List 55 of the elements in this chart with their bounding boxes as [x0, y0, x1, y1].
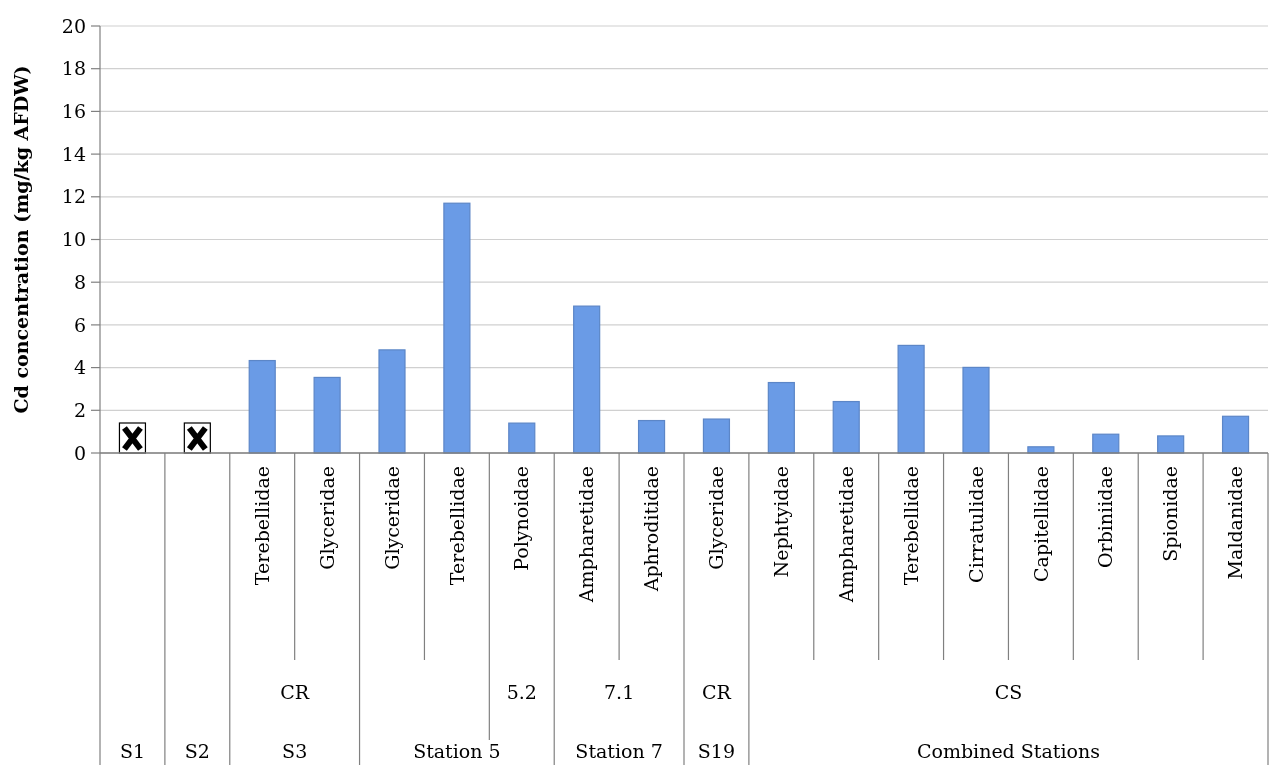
text: Station 5 [413, 739, 501, 762]
bar [508, 422, 536, 454]
x-tick-label: Glyceridae [705, 466, 728, 570]
x-tick-label: Terebellidae [445, 466, 468, 586]
y-tick-label: 0 [73, 441, 86, 464]
x-tick-label: Nephtyidae [769, 466, 792, 578]
bar [832, 400, 860, 454]
bar [443, 202, 471, 454]
x-tick-label: Terebellidae [899, 466, 922, 586]
x-tick-label: Terebellidae [250, 466, 273, 586]
x-tick-label: Glyceridae [380, 466, 403, 570]
bar [313, 376, 341, 454]
text: 7.1 [604, 680, 635, 703]
x-tick-label: Ampharetidae [575, 466, 598, 604]
text: Station 7 [575, 739, 663, 762]
x-tick-label: Cirratulidae [964, 466, 987, 583]
bar [1221, 415, 1250, 454]
y-tick-label: 8 [73, 270, 86, 293]
x-tick-label: Polynoidae [510, 466, 533, 571]
bar [767, 381, 795, 454]
bar [897, 344, 925, 454]
y-tick-label: 16 [61, 100, 86, 123]
x-tick-label: Orbiniidae [1094, 466, 1117, 569]
y-tick-label: 2 [73, 398, 86, 421]
text: S3 [282, 739, 308, 762]
bar [1157, 435, 1185, 454]
x-tick-label: Spionidae [1159, 466, 1182, 562]
x-tick-label: Ampharetidae [834, 466, 857, 604]
x-tick-label: Glyceridae [315, 466, 338, 570]
text: S1 [119, 739, 145, 762]
bar [962, 366, 990, 454]
x-tick-label: Capitellidae [1029, 466, 1052, 582]
bar [637, 419, 666, 454]
text: S2 [184, 739, 210, 762]
bar [702, 418, 731, 454]
text: CR [702, 680, 732, 703]
x-tick-label: Aphroditidae [640, 466, 663, 593]
y-tick-label: 20 [61, 14, 86, 37]
bar [1092, 433, 1120, 454]
bar [248, 359, 276, 454]
text: CR [280, 680, 310, 703]
text: Combined Stations [916, 739, 1100, 762]
text: S19 [697, 739, 736, 762]
y-tick-label: 12 [61, 185, 86, 208]
y-tick-label: 14 [61, 142, 86, 165]
bar [573, 305, 601, 454]
x-tick-label: Maldanidae [1224, 466, 1247, 580]
y-axis-title: Cd concentration (mg/kg AFDW) [10, 65, 32, 414]
text: CS [994, 680, 1023, 703]
y-tick-label: 10 [61, 228, 86, 251]
bar [378, 349, 406, 454]
text: 5.2 [506, 680, 537, 703]
y-tick-label: 6 [73, 313, 86, 336]
y-tick-label: 18 [61, 57, 86, 80]
y-tick-label: 4 [73, 356, 86, 379]
